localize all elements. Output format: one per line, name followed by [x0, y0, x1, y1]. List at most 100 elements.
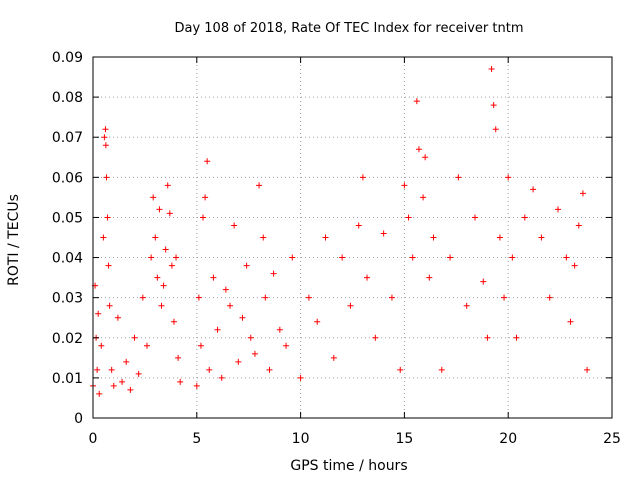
data-point — [96, 390, 103, 397]
data-point — [94, 366, 101, 373]
data-point — [330, 354, 337, 361]
data-point — [420, 194, 427, 201]
data-point — [227, 302, 234, 309]
data-point — [170, 318, 177, 325]
data-point — [322, 234, 329, 241]
data-point — [492, 126, 499, 133]
y-tick-label: 0.02 — [52, 331, 83, 347]
data-point — [575, 222, 582, 229]
data-point — [131, 334, 138, 341]
data-point — [364, 274, 371, 281]
data-point — [160, 282, 167, 289]
x-tick-label: 25 — [603, 431, 621, 447]
data-point — [530, 186, 537, 193]
data-point — [152, 234, 159, 241]
y-tick-label: 0.03 — [52, 291, 83, 307]
data-point — [297, 374, 304, 381]
y-tick-label: 0.01 — [52, 371, 83, 387]
data-point — [413, 98, 420, 105]
grid-lines — [93, 57, 612, 418]
data-point — [260, 234, 267, 241]
data-point — [127, 386, 134, 393]
data-point — [455, 174, 462, 181]
data-point — [347, 302, 354, 309]
data-point — [168, 262, 175, 269]
data-point — [579, 190, 586, 197]
chart-title: Day 108 of 2018, Rate Of TEC Index for r… — [174, 21, 523, 36]
data-point — [239, 314, 246, 321]
data-point — [103, 174, 110, 181]
data-point — [355, 222, 362, 229]
data-point — [283, 342, 290, 349]
data-point — [314, 318, 321, 325]
plot-frame — [92, 56, 613, 419]
x-tick-label: 15 — [395, 431, 413, 447]
data-point — [401, 182, 408, 189]
data-point — [289, 254, 296, 261]
data-point — [210, 274, 217, 281]
data-point — [415, 146, 422, 153]
data-point — [204, 158, 211, 165]
data-point — [218, 374, 225, 381]
data-point — [422, 154, 429, 161]
y-tick-label: 0 — [74, 411, 83, 427]
data-point — [235, 358, 242, 365]
data-point — [397, 366, 404, 373]
data-point — [247, 334, 254, 341]
y-tick-label: 0.09 — [52, 50, 83, 66]
data-point — [150, 194, 157, 201]
y-tick-label: 0.07 — [52, 130, 83, 146]
y-tick-label: 0.06 — [52, 170, 83, 186]
data-point — [501, 294, 508, 301]
data-point — [430, 234, 437, 241]
data-point — [175, 354, 182, 361]
data-point — [339, 254, 346, 261]
data-point — [114, 314, 121, 321]
data-point — [426, 274, 433, 281]
y-tick-label: 0.05 — [52, 210, 83, 226]
data-point — [256, 182, 263, 189]
data-point — [202, 194, 209, 201]
data-point — [359, 174, 366, 181]
data-point — [563, 254, 570, 261]
data-point — [262, 294, 269, 301]
data-point — [405, 214, 412, 221]
data-point — [206, 366, 213, 373]
data-point — [509, 254, 516, 261]
data-point — [231, 222, 238, 229]
data-point — [105, 262, 112, 269]
data-point — [166, 210, 173, 217]
data-point — [251, 350, 258, 357]
data-point — [100, 234, 107, 241]
data-point — [177, 378, 184, 385]
x-tick-label: 10 — [292, 431, 310, 447]
data-point — [154, 274, 161, 281]
data-point — [571, 262, 578, 269]
data-point — [200, 214, 207, 221]
data-point — [156, 206, 163, 213]
data-point — [135, 370, 142, 377]
data-point — [95, 310, 102, 317]
data-point — [139, 294, 146, 301]
data-point — [98, 342, 105, 349]
data-point — [222, 286, 229, 293]
y-tick-label: 0.04 — [52, 251, 83, 267]
data-point — [119, 378, 126, 385]
data-point — [148, 254, 155, 261]
x-tick-label: 20 — [499, 431, 517, 447]
data-point — [538, 234, 545, 241]
data-point — [108, 366, 115, 373]
data-point — [567, 318, 574, 325]
data-point — [372, 334, 379, 341]
data-point — [164, 182, 171, 189]
data-point — [388, 294, 395, 301]
data-point — [480, 278, 487, 285]
y-tick-label: 0.08 — [52, 90, 83, 106]
data-point — [102, 126, 109, 133]
data-point — [463, 302, 470, 309]
x-axis-title: GPS time / hours — [290, 458, 407, 474]
data-points — [90, 66, 591, 397]
data-point — [513, 334, 520, 341]
data-point — [101, 134, 108, 141]
